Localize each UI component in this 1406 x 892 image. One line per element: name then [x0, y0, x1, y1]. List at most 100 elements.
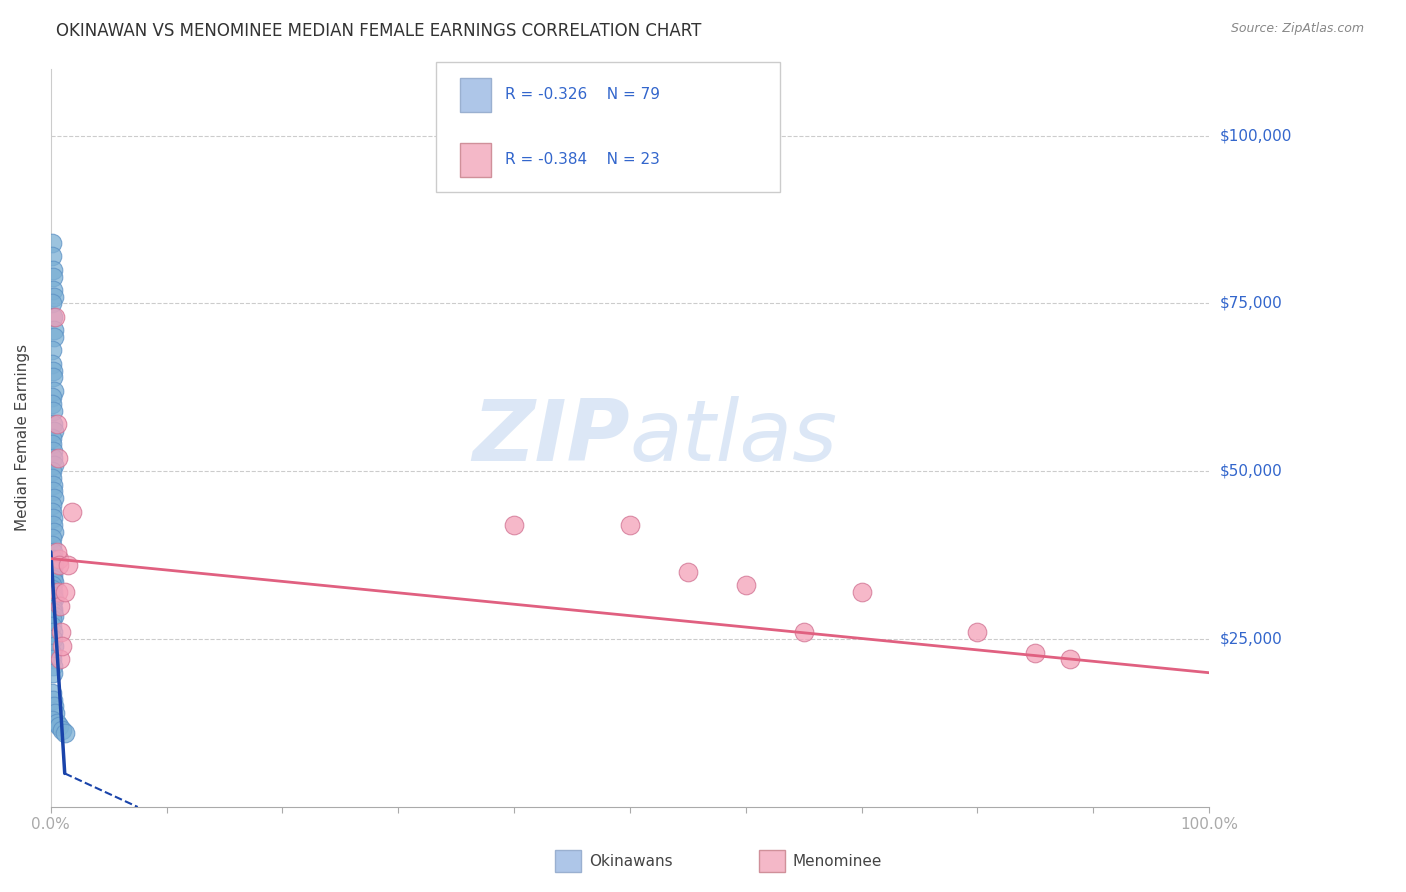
Point — [44, 491, 66, 505]
Text: $100,000: $100,000 — [1220, 128, 1292, 143]
Point — [42, 659, 65, 673]
Point — [42, 568, 65, 582]
Point — [46, 585, 69, 599]
Point — [41, 357, 63, 371]
Point — [1059, 652, 1081, 666]
Point — [48, 719, 70, 733]
Point — [44, 424, 66, 438]
Point — [44, 639, 66, 653]
Point — [42, 545, 65, 559]
Point — [45, 417, 67, 432]
Point — [42, 632, 65, 647]
Point — [58, 558, 80, 573]
Point — [44, 706, 66, 720]
Point — [53, 726, 76, 740]
Point — [793, 625, 815, 640]
Point — [42, 605, 65, 619]
Point — [45, 716, 67, 731]
Point — [44, 458, 66, 472]
Point — [44, 575, 66, 590]
Point — [41, 686, 63, 700]
Point — [42, 572, 65, 586]
Point — [42, 263, 65, 277]
Point — [42, 602, 65, 616]
Point — [851, 585, 873, 599]
Point — [44, 591, 66, 606]
Point — [42, 404, 65, 418]
Text: $25,000: $25,000 — [1220, 632, 1282, 647]
Point — [44, 323, 66, 337]
Text: Menominee: Menominee — [793, 854, 883, 869]
Point — [49, 599, 72, 613]
Point — [41, 618, 63, 632]
Point — [44, 524, 66, 539]
Text: OKINAWAN VS MENOMINEE MEDIAN FEMALE EARNINGS CORRELATION CHART: OKINAWAN VS MENOMINEE MEDIAN FEMALE EARN… — [56, 22, 702, 40]
Text: ZIP: ZIP — [472, 396, 630, 479]
Point — [42, 450, 65, 465]
Point — [44, 330, 66, 344]
Point — [45, 545, 67, 559]
Point — [42, 692, 65, 706]
Point — [42, 625, 65, 640]
Point — [46, 450, 69, 465]
Point — [44, 608, 66, 623]
Point — [42, 310, 65, 324]
Point — [1024, 646, 1046, 660]
Point — [41, 652, 63, 666]
Point — [41, 471, 63, 485]
Text: Okinawans: Okinawans — [589, 854, 672, 869]
Point — [41, 431, 63, 445]
Point — [41, 562, 63, 576]
Point — [42, 477, 65, 491]
Point — [51, 625, 73, 640]
Text: $50,000: $50,000 — [1220, 464, 1282, 479]
Point — [41, 235, 63, 250]
Text: $75,000: $75,000 — [1220, 296, 1282, 311]
Point — [42, 283, 65, 297]
Point — [44, 290, 66, 304]
Point — [41, 437, 63, 451]
Point — [41, 296, 63, 310]
Point — [41, 578, 63, 592]
Point — [41, 498, 63, 512]
Point — [42, 589, 65, 603]
Point — [41, 612, 63, 626]
Point — [41, 538, 63, 552]
Point — [41, 343, 63, 358]
Point — [42, 518, 65, 533]
Point — [42, 363, 65, 377]
Point — [41, 646, 63, 660]
Point — [41, 713, 63, 727]
Point — [42, 665, 65, 680]
Point — [42, 417, 65, 432]
Point — [42, 269, 65, 284]
Point — [41, 397, 63, 411]
Point — [966, 625, 988, 640]
Point — [42, 370, 65, 384]
Point — [42, 551, 65, 566]
Point — [41, 391, 63, 405]
Point — [48, 551, 70, 566]
Point — [734, 578, 756, 592]
Point — [619, 518, 641, 533]
Point — [49, 652, 72, 666]
Point — [48, 558, 70, 573]
Point — [41, 565, 63, 579]
Point — [41, 582, 63, 596]
Point — [41, 505, 63, 519]
Y-axis label: Median Female Earnings: Median Female Earnings — [15, 344, 30, 532]
Point — [42, 511, 65, 525]
Point — [44, 699, 66, 714]
Point — [676, 565, 699, 579]
Point — [42, 585, 65, 599]
Point — [41, 599, 63, 613]
Point — [44, 558, 66, 573]
Point — [53, 585, 76, 599]
Text: Source: ZipAtlas.com: Source: ZipAtlas.com — [1230, 22, 1364, 36]
Point — [44, 384, 66, 398]
Point — [41, 532, 63, 546]
Point — [60, 505, 83, 519]
Point — [42, 444, 65, 458]
Text: R = -0.326    N = 79: R = -0.326 N = 79 — [505, 87, 659, 102]
Point — [51, 639, 73, 653]
